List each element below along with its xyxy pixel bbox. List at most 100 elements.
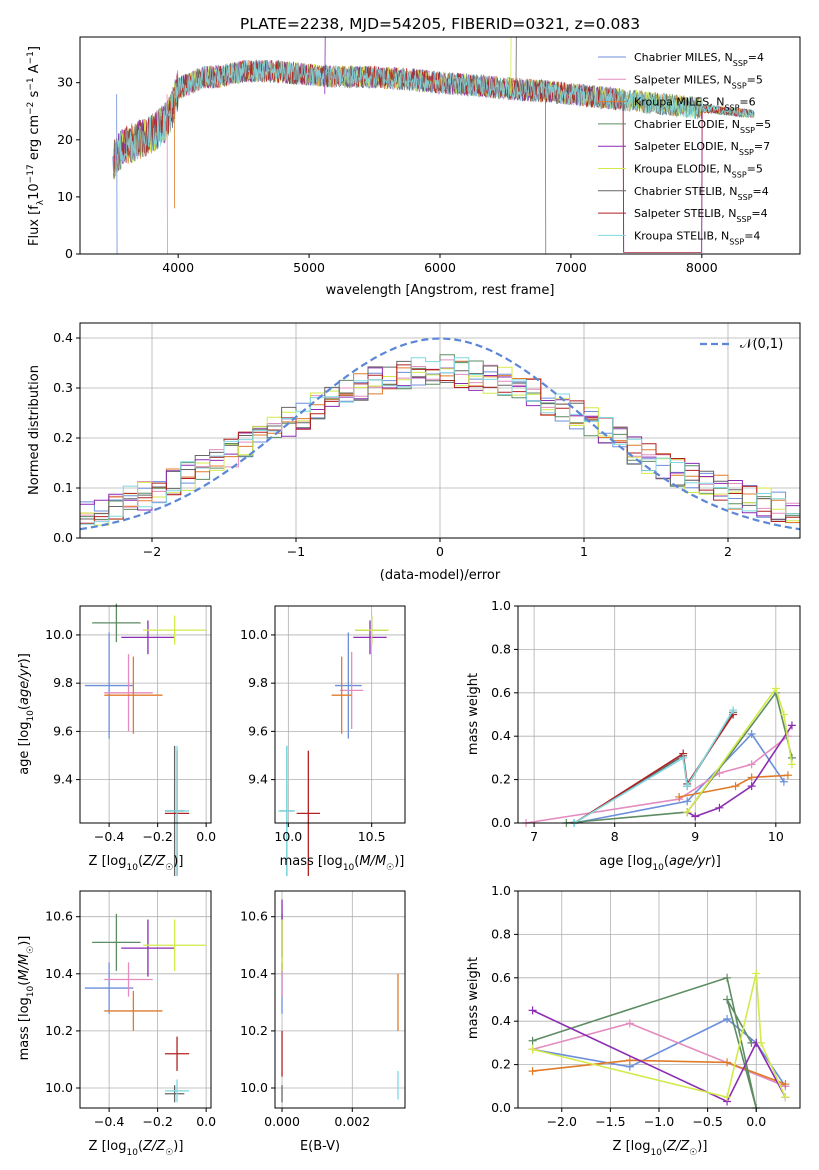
mw-z-series-4-marker: [723, 995, 732, 1004]
mw-z-series-5-marker: [528, 1006, 537, 1015]
mw-age-frame: [517, 605, 801, 824]
mass-z-ytick-label: 10.2: [45, 1023, 73, 1038]
mass-ebv-xtick-label: 0.000: [264, 1114, 300, 1129]
mw-age-ytick-label: 0.8: [491, 641, 511, 656]
spectrum-legend: Chabrier MILES, NSSP=4 Salpeter MILES, NS…: [598, 51, 771, 246]
mass-ebv-frame: [274, 890, 406, 1109]
mw-age-series-5-marker: [715, 803, 724, 812]
mw-z-series-3-marker: [625, 1056, 634, 1065]
mass-z-xtick-label: −0.2: [142, 1114, 172, 1129]
spectrum-ytick-label: 0: [65, 246, 73, 261]
legend-label-1: Chabrier MILES, NSSP=4: [634, 51, 764, 68]
histogram-ylabel: Normed distribution: [27, 365, 42, 495]
mw-age-series-1-marker: [683, 797, 692, 806]
mass-vs-metallicity-panel: −0.4 −0.2 0.0 10.0 10.2 10.4 10.6: [45, 890, 216, 1129]
mass-ebv-ytick-label: 10.4: [240, 966, 268, 981]
mass-z-xtick-label: 0.0: [196, 1114, 216, 1129]
mw-age-ytick-label: 1.0: [491, 598, 511, 613]
histogram-ytick-label: 0.3: [53, 380, 73, 395]
mw-age-series-6: [686, 686, 793, 813]
mw-age-series-5-marker: [787, 721, 796, 730]
mw-age-series-4: [566, 690, 793, 824]
mass-z-ytick-label: 10.6: [45, 909, 73, 924]
mw-age-series-9: [573, 709, 734, 824]
legend-label-8: Salpeter STELIB, NSSP=4: [634, 207, 768, 224]
mw-z-series-6-marker: [723, 1093, 732, 1102]
mw-z-ytick-label: 1.0: [491, 883, 511, 898]
mw-z-ytick-label: 0.0: [491, 1100, 511, 1115]
mw-z-series-6-marker: [757, 1038, 766, 1047]
histogram-xtick-label: −2: [143, 544, 161, 559]
spectrum-xtick-label: 6000: [424, 260, 456, 275]
spectrum-xtick-label: 8000: [686, 260, 718, 275]
age-z-ytick-label: 9.8: [53, 675, 73, 690]
mw-z-ylabel: mass weight: [466, 957, 481, 1039]
mw-z-xtick-label: −0.5: [692, 1114, 722, 1129]
mw-z-xlabel: Z [log10(Z/Z☉)]: [613, 1139, 708, 1158]
mass-z-xtick-label: −0.4: [94, 1114, 124, 1129]
residual-histogram-panel: −2 −1 0 1 2 0.0 0.1 0.2 0.3 0.4 (data-model)/erro…: [27, 322, 801, 583]
mw-z-series-3: [532, 1059, 786, 1085]
spectrum-xlabel: wavelength [Angstrom, rest frame]: [326, 283, 555, 298]
mw-age-xtick-label: 10: [768, 829, 784, 844]
histogram-series-7: [80, 360, 800, 521]
mw-z-series-3-marker: [723, 1058, 732, 1067]
mass-z-xlabel: Z [log10(Z/Z☉)]: [89, 1139, 184, 1158]
spectrum-ytick-label: 10: [57, 189, 73, 204]
mw-z-series-6-marker: [528, 1045, 537, 1054]
mass-ebv-ytick-label: 10.2: [240, 1023, 268, 1038]
mw-age-series-9-marker: [683, 782, 692, 791]
mw-age-series-7: [573, 711, 734, 824]
mw-z-ytick-label: 0.4: [491, 1013, 511, 1028]
spectrum-xtick-label: 7000: [555, 260, 587, 275]
spectrum-line-5: [113, 60, 755, 253]
mw-age-series-5-marker: [691, 812, 700, 821]
histogram-xtick-label: −1: [287, 544, 305, 559]
massweight-vs-age-panel: 7 8 9 10 0.0 0.2 0.4 0.6 0.8 1.0: [491, 598, 801, 844]
histogram-xtick-label: 1: [580, 544, 588, 559]
mw-age-series-6-marker: [683, 808, 692, 817]
spectrum-xtick-label: 5000: [293, 260, 325, 275]
mw-z-series-4-marker: [723, 973, 732, 982]
age-vs-metallicity-panel: −0.4 −0.2 0.0 9.4 9.6 9.8 10.0: [45, 603, 216, 877]
legend-label-7: Chabrier STELIB, NSSP=4: [634, 185, 769, 202]
mw-z-xtick-label: −1.5: [595, 1114, 625, 1129]
mw-age-xlabel: age [log10(age/yr)]: [599, 854, 721, 873]
age-z-ytick-label: 10.0: [45, 627, 73, 642]
legend-label-5: Salpeter ELODIE, NSSP=7: [634, 140, 770, 157]
mw-z-series-3-marker: [528, 1067, 537, 1076]
mw-z-series-5: [532, 1009, 787, 1103]
mw-z-series-1-marker: [723, 1015, 732, 1024]
histogram-xtick-label: 0: [436, 544, 444, 559]
legend-label-4: Chabrier ELODIE, NSSP=5: [634, 118, 771, 134]
mw-age-series-3-marker: [783, 771, 792, 780]
mw-z-series-6-marker: [781, 1093, 790, 1102]
mw-age-series-1: [574, 732, 785, 824]
mw-age-ytick-label: 0.2: [491, 772, 511, 787]
mw-z-series-2-marker: [625, 1019, 634, 1028]
spectrum-ytick-label: 30: [57, 75, 73, 90]
mw-z-series-4: [532, 976, 757, 1109]
mw-age-series-3: [678, 774, 788, 798]
normal-curve: [79, 337, 801, 531]
mw-age-series-6-marker: [771, 684, 780, 693]
age-mass-xlabel: mass [log10(M/M☉)]: [280, 854, 405, 873]
age-mass-ytick-label: 9.8: [248, 675, 268, 690]
mw-age-xtick-label: 9: [691, 829, 699, 844]
mw-age-ytick-label: 0.0: [491, 815, 511, 830]
age-z-xtick-label: −0.4: [94, 829, 124, 844]
mw-age-series-6-marker: [787, 760, 796, 769]
mw-age-ytick-label: 0.6: [491, 685, 511, 700]
age-z-ylabel: age [log10(age/yr)]: [17, 653, 36, 775]
mw-age-ylabel: mass weight: [466, 673, 481, 755]
age-mass-frame: [274, 605, 406, 824]
mass-ebv-ytick-label: 10.6: [240, 909, 268, 924]
mw-z-series-4-marker: [528, 1036, 537, 1045]
mw-age-series-2-marker: [747, 760, 756, 769]
histogram-ytick-label: 0.1: [53, 480, 73, 495]
histogram-xtick-label: 2: [724, 544, 732, 559]
histogram-ytick-label: 0.0: [53, 530, 73, 545]
mw-z-xtick-label: −2.0: [547, 1114, 577, 1129]
mw-z-ytick-label: 0.8: [491, 926, 511, 941]
